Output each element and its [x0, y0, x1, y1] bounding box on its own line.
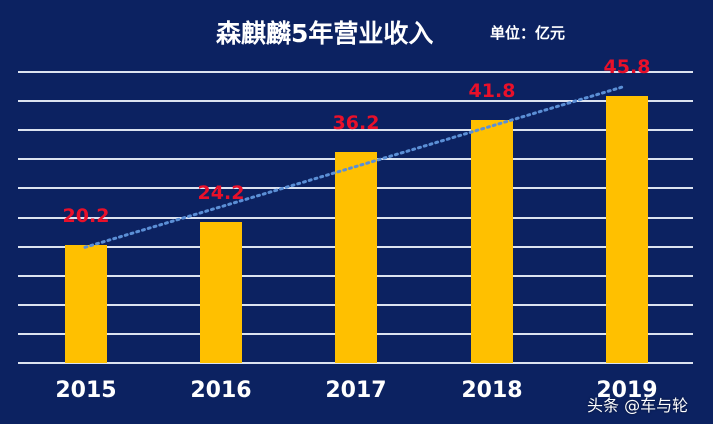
value-label: 41.8	[468, 79, 516, 102]
bar-2018	[471, 119, 513, 363]
x-tick-label: 2016	[190, 378, 252, 403]
gridline	[18, 129, 693, 132]
gridline	[18, 100, 693, 103]
value-label: 36.2	[332, 112, 380, 135]
watermark: 头条 @车与轮	[587, 396, 689, 415]
x-tick-label: 2019	[596, 378, 658, 403]
bar-2015	[65, 245, 107, 363]
bar-2017	[335, 152, 377, 363]
value-label: 45.8	[603, 56, 651, 79]
gridline	[18, 71, 693, 73]
bar-2016	[200, 222, 242, 363]
x-tick-label: 2015	[55, 378, 117, 403]
gridline	[18, 362, 693, 364]
x-tick-label: 2017	[325, 378, 387, 403]
bar-2019	[606, 96, 648, 363]
plot-area	[18, 71, 693, 364]
trendline-path	[83, 85, 624, 249]
unit-label: 单位：亿元	[490, 24, 566, 42]
value-label: 20.2	[62, 205, 110, 228]
x-tick-label: 2018	[461, 378, 523, 403]
value-label: 24.2	[197, 182, 245, 205]
chart-title: 森麒麟5年营业收入	[216, 19, 434, 48]
